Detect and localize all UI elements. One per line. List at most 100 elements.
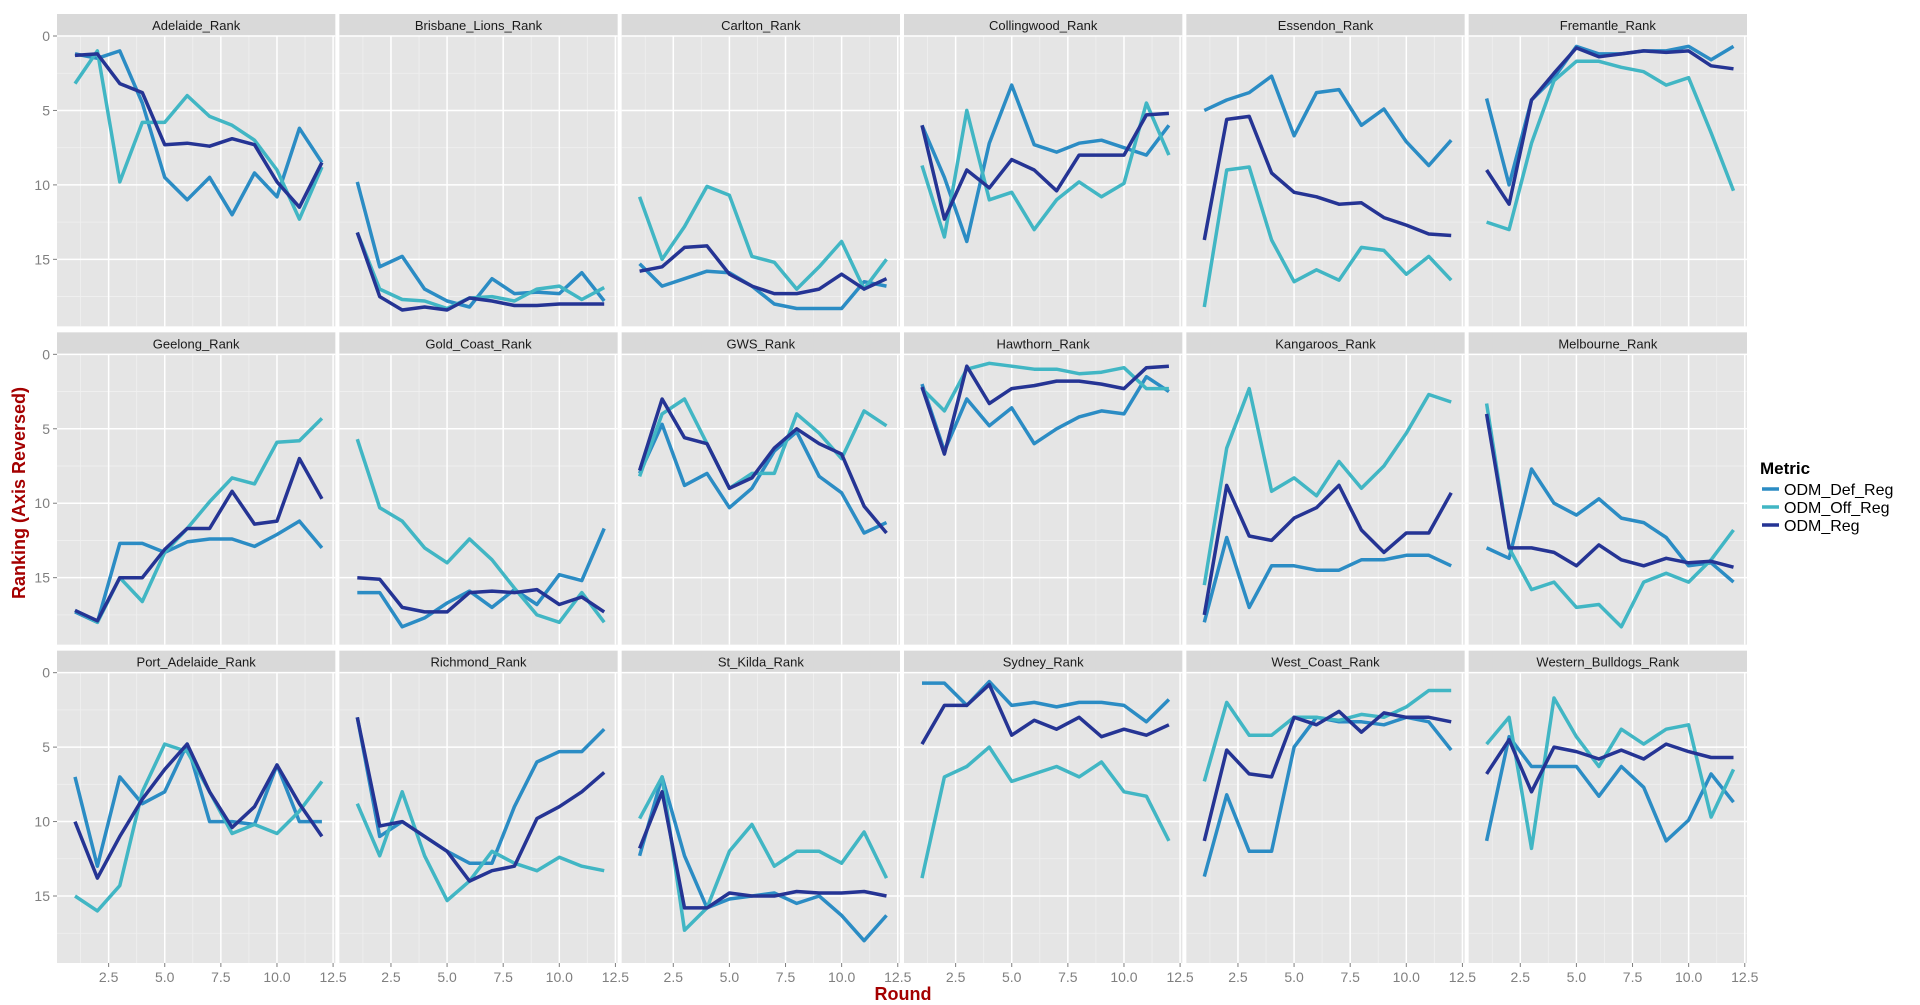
facet-panel: Carlton_Rank [621, 14, 900, 327]
facet-title: Western_Bulldogs_Rank [1536, 655, 1679, 670]
plot-background [1468, 672, 1747, 963]
facet-strip [339, 332, 618, 355]
facet-panel: Sydney_Rank 2.5 5.0 7.5 10.0 12.5 [904, 650, 1194, 985]
y-tick-label: 15 [34, 570, 50, 586]
facet-title: St_Kilda_Rank [718, 655, 804, 670]
plot-background [621, 672, 900, 963]
plot-background [1186, 36, 1465, 327]
facet-title: Richmond_Rank [430, 655, 527, 670]
x-tick-label: 12.5 [1731, 969, 1758, 985]
series-line [73, 49, 324, 221]
series-line [355, 790, 605, 903]
y-tick-label: 0 [42, 28, 50, 44]
facet-panel: Hawthorn_Rank [904, 332, 1183, 645]
series-line [1485, 46, 1734, 206]
series-line [639, 244, 888, 296]
series-line [74, 456, 324, 623]
y-tick-label: 5 [42, 421, 50, 437]
series-line [638, 262, 887, 311]
facet-panel: Adelaide_Rank 0 5 10 15 [34, 14, 336, 327]
series-line [637, 790, 887, 910]
x-tick-label: 7.5 [776, 969, 796, 985]
facet-strip [1186, 332, 1465, 355]
x-tick-label: 7.5 [1623, 969, 1643, 985]
facet-strip [339, 14, 618, 36]
facet-title: Melbourne_Rank [1558, 336, 1658, 351]
series-line [638, 775, 889, 932]
series-line [357, 575, 606, 614]
series-line [1485, 696, 1736, 851]
x-tick-label: 10.0 [546, 969, 573, 985]
facet-title: Fremantle_Rank [1560, 18, 1657, 33]
facet-title: Gold_Coast_Rank [425, 336, 532, 351]
plot-background [621, 36, 900, 327]
x-tick-label: 2.5 [1228, 969, 1248, 985]
y-tick-label: 10 [34, 177, 50, 193]
facet-strip [1468, 14, 1747, 36]
facet-strip [57, 14, 336, 36]
series-line [1484, 403, 1735, 629]
y-tick-label: 5 [42, 739, 50, 755]
facet-strip [621, 650, 900, 673]
x-tick-label: 10.0 [1393, 969, 1420, 985]
plot-background [339, 672, 618, 963]
series-line [74, 519, 324, 625]
x-tick-label: 2.5 [99, 969, 119, 985]
facet-strip [1186, 14, 1465, 36]
facet-title: Port_Adelaide_Rank [137, 655, 257, 670]
y-tick-label: 10 [34, 495, 50, 511]
series-line [920, 682, 1170, 745]
series-line [637, 397, 888, 491]
x-tick-label: 12.5 [1166, 969, 1193, 985]
series-line [637, 397, 888, 535]
x-tick-label: 2.5 [664, 969, 684, 985]
y-tick-label: 10 [34, 814, 50, 830]
series-line [1202, 114, 1452, 241]
facet-panel: Western_Bulldogs_Rank 2.5 5.0 7.5 10.0 12.5 [1468, 650, 1759, 985]
x-tick-label: 2.5 [1511, 969, 1531, 985]
facet-panel: Port_Adelaide_Rank 0 5 10 15 2.5 5.0 7.5 10.0 12.… [34, 650, 347, 985]
facet-panel: St_Kilda_Rank 2.5 5.0 7.5 10.0 12.5 [621, 650, 912, 985]
y-tick-label: 0 [42, 346, 50, 362]
series-line [1202, 483, 1453, 616]
series-line [1202, 165, 1453, 308]
facet-title: Brisbane_Lions_Rank [415, 18, 543, 33]
plot-background [57, 672, 336, 963]
x-tick-label: 12.5 [602, 969, 629, 985]
series-line [920, 101, 1171, 239]
facet-strip [339, 650, 618, 673]
x-tick-label: 7.5 [1058, 969, 1078, 985]
x-tick-label: 12.5 [1449, 969, 1476, 985]
x-tick-label: 12.5 [884, 969, 911, 985]
series-line [638, 422, 888, 535]
series-line [922, 679, 1171, 724]
series-line [920, 364, 1170, 456]
facet-strip [621, 332, 900, 355]
plot-background [339, 36, 618, 327]
x-tick-label: 10.0 [828, 969, 855, 985]
plot-background [1468, 354, 1747, 645]
series-line [74, 52, 324, 209]
facet-title: Adelaide_Rank [152, 18, 241, 33]
x-tick-label: 7.5 [211, 969, 231, 985]
plot-background [621, 354, 900, 645]
y-tick-label: 15 [34, 888, 50, 904]
facet-strip [1468, 332, 1747, 355]
legend-label-odm-off-reg: ODM_Off_Reg [1784, 500, 1890, 517]
facet-panel: Kangaroos_Rank [1186, 332, 1465, 645]
series-line [1484, 734, 1735, 843]
x-axis-title: Round [875, 984, 932, 1004]
series-line [1485, 467, 1735, 584]
x-tick-label: 5.0 [437, 969, 457, 985]
facet-title: Geelong_Rank [153, 336, 240, 351]
series-line [1485, 737, 1734, 794]
x-tick-label: 10.0 [1110, 969, 1137, 985]
series-line [1202, 535, 1452, 623]
facet-title: Carlton_Rank [721, 18, 801, 33]
series-line [355, 438, 606, 625]
x-tick-label: 5.0 [1002, 969, 1022, 985]
plot-background [904, 672, 1183, 963]
legend-label-odm-def-reg: ODM_Def_Reg [1784, 482, 1893, 499]
y-tick-label: 5 [42, 102, 50, 118]
